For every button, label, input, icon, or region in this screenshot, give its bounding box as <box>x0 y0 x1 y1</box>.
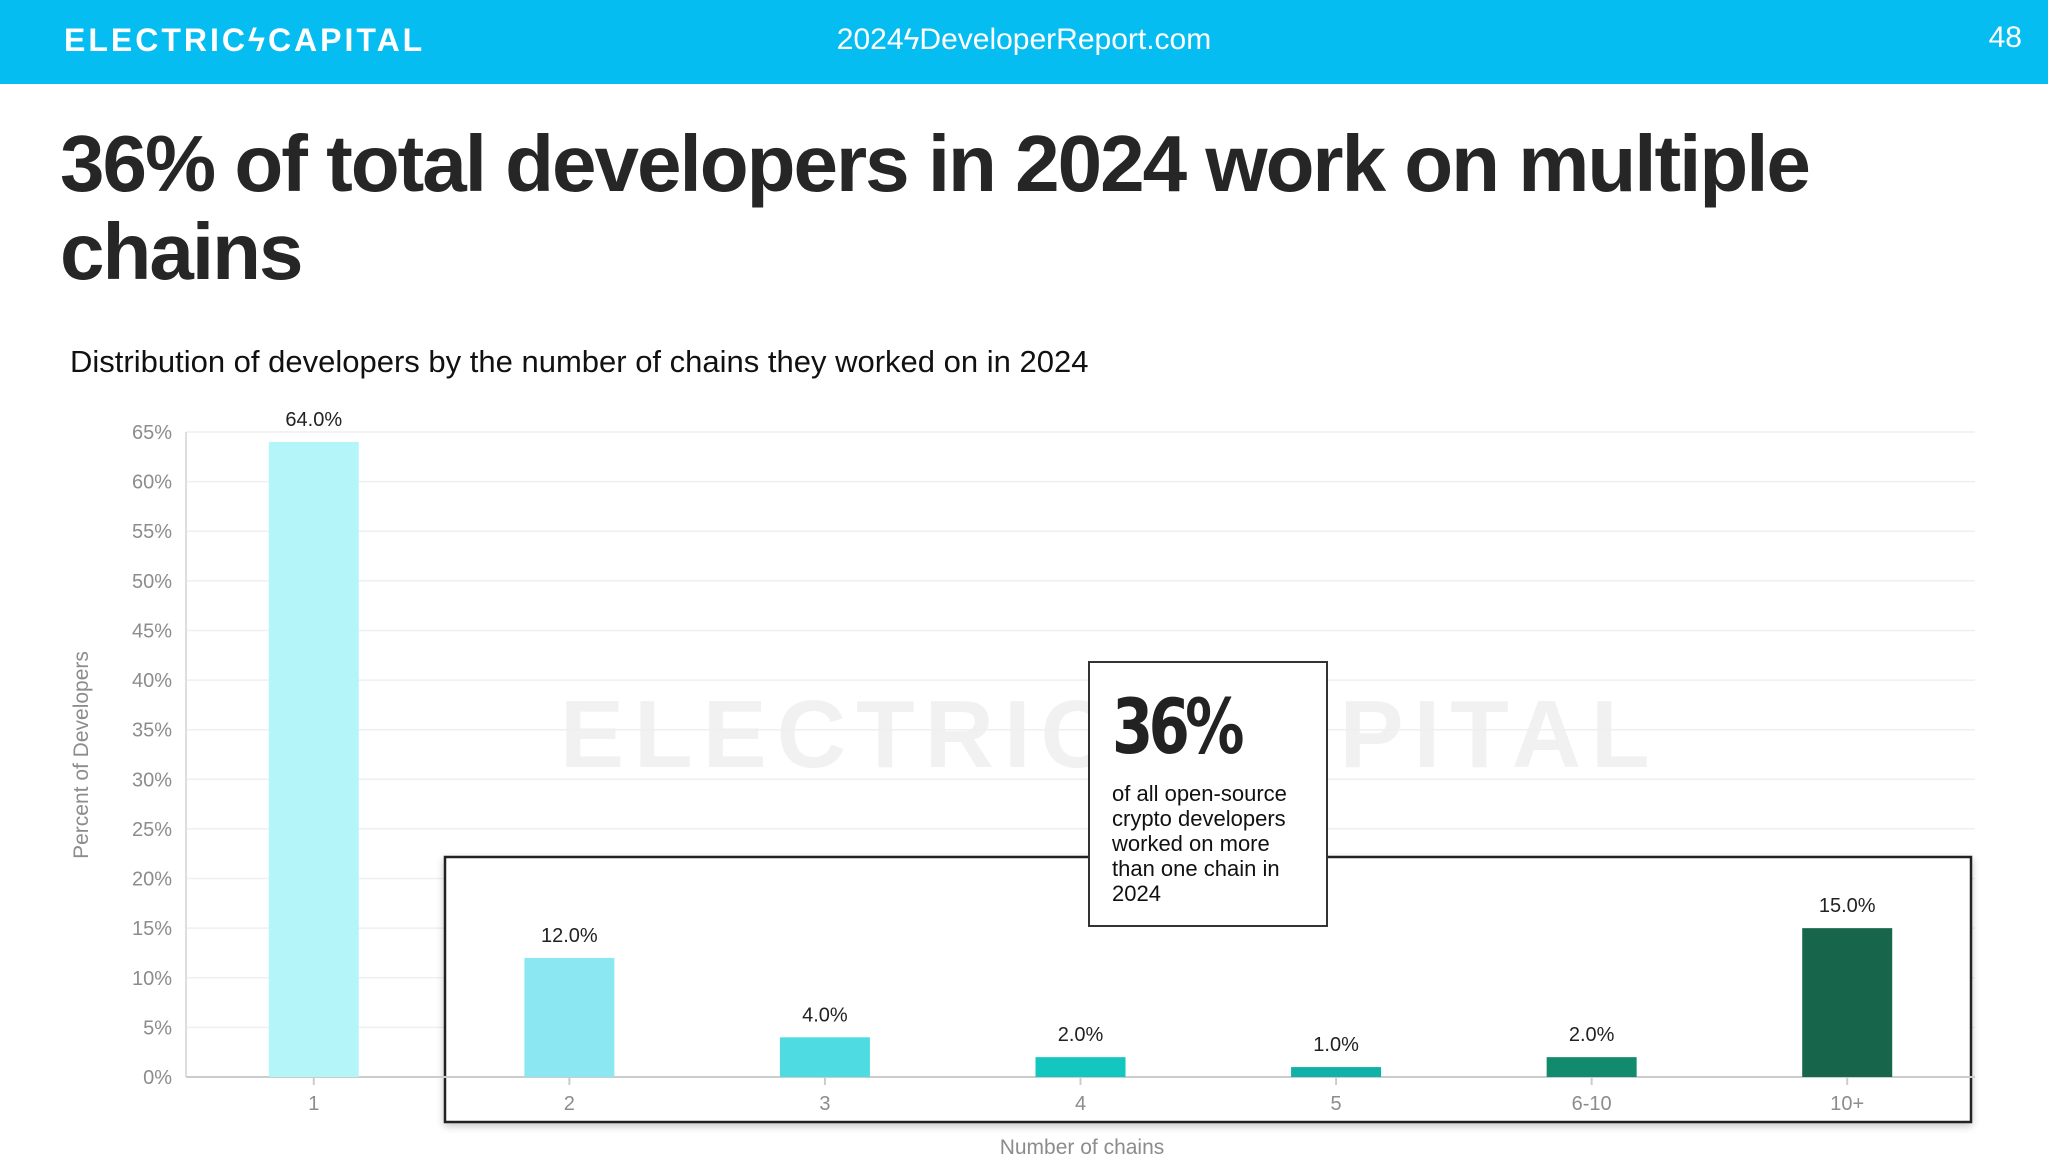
y-tick-label: 10% <box>132 968 172 990</box>
y-tick-label: 25% <box>132 819 172 841</box>
bar-value-label: 2.0% <box>1058 1024 1104 1046</box>
callout-text: of all open-source crypto developers wor… <box>1112 781 1287 906</box>
x-tick-label: 1 <box>308 1093 319 1115</box>
bar-value-label: 12.0% <box>541 925 598 947</box>
y-axis-ticks: 0% 5% 10% 15% 20% 25% 30% 35% 40% 45% 50% 55% 60% 65% <box>132 422 172 1089</box>
bar-1 <box>268 441 359 1077</box>
bars: 64.0% 12.0% 4.0% 2.0% 1.0% 2.0% 15.0% <box>268 409 1893 1077</box>
y-tick-label: 40% <box>132 670 172 692</box>
bar-value-label: 4.0% <box>802 1004 848 1026</box>
y-tick-label: 45% <box>132 620 172 642</box>
bar-2 <box>524 957 615 1077</box>
y-tick-label: 50% <box>132 571 172 593</box>
bar-3 <box>779 1037 870 1077</box>
y-tick-label: 60% <box>132 472 172 494</box>
page-title: 36% of total developers in 2024 work on … <box>60 119 1811 296</box>
lightning-bolt-icon: ϟ <box>903 23 920 56</box>
x-tick-label: 3 <box>819 1093 830 1115</box>
header-bar: ELECTRICϟCAPITAL 2024ϟDeveloperReport.co… <box>0 0 2048 84</box>
y-axis-label: Percent of Developers <box>70 651 93 859</box>
y-tick-label: 20% <box>132 869 172 891</box>
bar-10+ <box>1802 928 1893 1077</box>
page-number: 48 <box>1988 21 2022 54</box>
bar-value-label: 1.0% <box>1313 1034 1359 1056</box>
callout-box: 36% of all open-source crypto developers… <box>1088 661 1328 927</box>
chart-title: Distribution of developers by the number… <box>70 344 1089 379</box>
callout-value: 36% <box>1112 682 1245 771</box>
site-domain: DeveloperReport.com <box>919 23 1212 56</box>
x-tick-label: 6-10 <box>1572 1093 1612 1115</box>
x-tick-label: 4 <box>1075 1093 1086 1115</box>
bar-value-label: 2.0% <box>1569 1024 1615 1046</box>
y-tick-label: 0% <box>143 1067 172 1089</box>
bar-value-label: 64.0% <box>285 409 342 431</box>
bar-6-10 <box>1546 1057 1637 1077</box>
x-axis-label: Number of chains <box>1000 1136 1165 1159</box>
x-tick-label: 10+ <box>1830 1093 1864 1115</box>
site-url[interactable]: 2024ϟDeveloperReport.com <box>0 20 2048 60</box>
bar-4 <box>1035 1057 1126 1077</box>
y-tick-label: 30% <box>132 769 172 791</box>
y-tick-label: 5% <box>143 1017 172 1039</box>
bar-value-label: 15.0% <box>1819 895 1876 917</box>
brand-logo: ELECTRICϟCAPITAL <box>64 22 426 58</box>
site-year: 2024 <box>836 23 904 56</box>
y-tick-label: 35% <box>132 720 172 742</box>
bar-5 <box>1291 1067 1382 1077</box>
x-axis-ticks: 1 2 3 4 5 6-10 10+ <box>308 1077 1864 1115</box>
x-tick-label: 5 <box>1331 1093 1342 1115</box>
y-tick-label: 15% <box>132 918 172 940</box>
y-tick-label: 55% <box>132 521 172 543</box>
y-tick-label: 65% <box>132 422 172 444</box>
x-tick-label: 2 <box>564 1093 575 1115</box>
